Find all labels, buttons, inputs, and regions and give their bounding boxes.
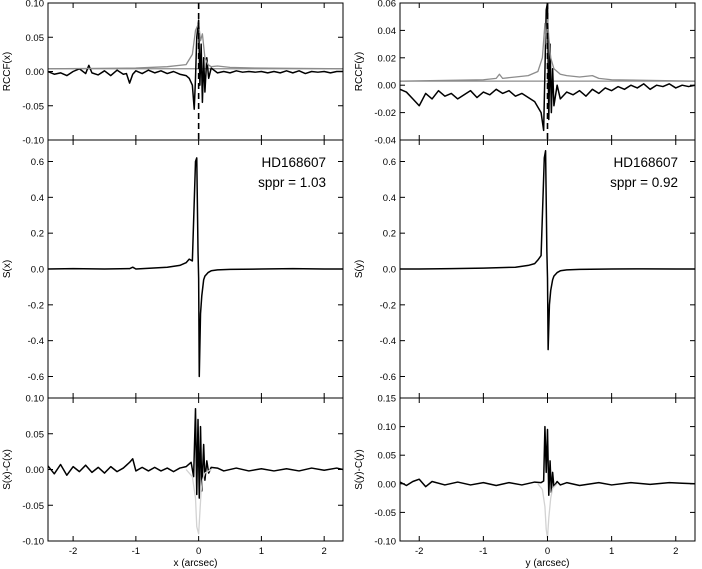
panel-y-rccf: -0.04 -0.02 0.00 0.02 0.04 0.06 RCCF(y) (354, 0, 696, 147)
panel-x-s: -0.6 -0.4 -0.2 0.0 0.2 0.4 0.6 S(x) HD168607 sppr… (2, 139, 344, 399)
x-tick-label: -2 (69, 546, 77, 557)
x-tick-label: 0 (196, 546, 201, 557)
y-tick-label: -0.05 (22, 501, 44, 512)
y-tick-label: -0.10 (374, 537, 396, 548)
sppr-label: sppr = 0.92 (610, 175, 678, 190)
y-tick-label: 0.10 (378, 422, 397, 433)
x-tick-label: 2 (673, 546, 678, 557)
series-line-measured (400, 3, 695, 132)
y-tick-label: -0.10 (22, 537, 44, 548)
y-axis-label: S(y)-C(y) (354, 449, 365, 490)
y-tick-label: -0.05 (374, 508, 396, 519)
y-tick-label: 0.6 (383, 157, 396, 168)
y-tick-label: 0.00 (26, 67, 45, 78)
x-tick-label: -1 (132, 546, 140, 557)
y-tick-label: 0.04 (378, 26, 397, 37)
y-axis-label: RCCF(x) (2, 52, 13, 91)
y-tick-label: -0.4 (28, 336, 44, 347)
series-line-component (185, 468, 212, 535)
y-tick-label: 0.00 (378, 479, 397, 490)
y-tick-label: -0.2 (28, 300, 44, 311)
y-tick-label: 0.2 (383, 229, 396, 240)
y-axis-label: RCCF(y) (354, 52, 365, 91)
y-tick-label: 0.06 (378, 0, 397, 10)
y-tick-label: -0.05 (22, 101, 44, 112)
y-tick-label: 0.4 (383, 193, 396, 204)
y-tick-label: -0.2 (380, 300, 396, 311)
y-tick-label: 0.05 (378, 451, 397, 462)
y-tick-label: -0.4 (380, 336, 396, 347)
x-tick-label: 1 (259, 546, 264, 557)
y-tick-label: 0.10 (26, 394, 45, 405)
x-tick-label: 0 (545, 546, 550, 557)
series-line-residual (48, 407, 343, 499)
y-tick-label: 0.6 (31, 157, 44, 168)
y-tick-label: -0.6 (380, 372, 396, 383)
x-axis-label: y (arcsec) (526, 558, 570, 569)
object-name-label: HD168607 (261, 155, 326, 170)
series-line-measured (400, 150, 695, 351)
y-axis-label: S(y) (354, 260, 365, 278)
x-axis-label: x (arcsec) (174, 558, 218, 569)
series-line-residual (400, 425, 695, 496)
panel-y-resid: -0.10 -0.05 0.00 0.05 0.10 0.15 -2 -1 0 1 2 S(y)-C(… (354, 394, 696, 569)
x-tick-label: 1 (609, 546, 614, 557)
plot-frame (399, 397, 696, 542)
y-tick-label: 0.00 (26, 465, 45, 476)
y-axis-label: S(x)-C(x) (2, 449, 13, 490)
y-tick-label: 0.2 (31, 229, 44, 240)
y-tick-label: -0.10 (22, 136, 44, 147)
panel-x-resid: -0.10 -0.05 0.00 0.05 0.10 -2 -1 0 1 2 S(x)-C(x) x … (2, 394, 344, 569)
y-tick-label: -0.02 (374, 108, 396, 119)
series-line-component (537, 483, 558, 539)
series-line-measured (48, 19, 343, 110)
y-tick-label: 0.4 (31, 193, 44, 204)
sppr-label: sppr = 1.03 (258, 175, 326, 190)
y-tick-label: 0.10 (26, 0, 45, 10)
y-tick-label: 0.15 (378, 394, 397, 405)
panel-y-s: -0.6 -0.4 -0.2 0.0 0.2 0.4 0.6 S(y) HD168607 sppr… (354, 139, 696, 399)
y-tick-label: -0.04 (374, 136, 396, 147)
y-tick-label: 0.05 (26, 33, 45, 44)
y-tick-label: 0.02 (378, 53, 397, 64)
x-tick-label: -1 (479, 546, 487, 557)
y-tick-label: 0.05 (26, 429, 45, 440)
series-line-measured (48, 157, 343, 378)
y-tick-label: -0.6 (28, 372, 44, 383)
object-name-label: HD168607 (613, 155, 678, 170)
y-tick-label: 0.0 (31, 265, 44, 276)
series-line-model (48, 22, 343, 70)
x-tick-label: -2 (415, 546, 423, 557)
y-axis-label: S(x) (2, 260, 13, 278)
y-tick-label: 0.00 (378, 81, 397, 92)
panel-x-rccf: -0.10 -0.05 0.00 0.05 0.10 RCCF(x) (2, 0, 344, 147)
x-tick-label: 2 (322, 546, 327, 557)
y-tick-label: 0.0 (383, 265, 396, 276)
